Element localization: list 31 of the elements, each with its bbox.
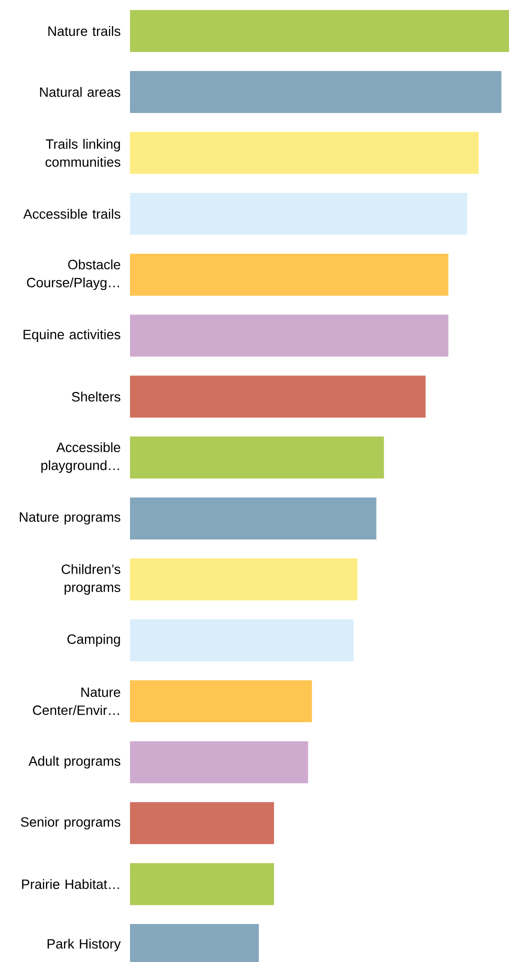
bar <box>130 192 468 235</box>
y-tick-label: Accessible trails <box>23 208 120 219</box>
y-tick-label: Senior programs <box>20 816 120 830</box>
bar <box>130 680 312 722</box>
y-tick-label: Nature trails <box>48 26 120 36</box>
y-tick-label: Children’s programs <box>62 564 120 595</box>
bar <box>130 70 502 113</box>
y-tick-label: Nature programs <box>20 512 120 525</box>
bar <box>130 802 274 844</box>
bar <box>130 863 274 906</box>
y-tick-label: Nature Center/Envir… <box>32 688 120 715</box>
y-tick-label: Prairie Habitat… <box>22 879 119 890</box>
bar <box>130 314 448 357</box>
bar <box>130 376 426 418</box>
y-tick-label: Shelters <box>72 392 120 402</box>
y-tick-label: Accessible playground… <box>41 442 120 473</box>
bar <box>130 254 448 296</box>
bar <box>130 558 358 600</box>
y-tick-label: Camping <box>67 634 120 647</box>
y-tick-label: Trails linking communities <box>46 138 120 167</box>
y-tick-label: Obstacle Course/Playg… <box>26 259 120 290</box>
y-tick-label: Adult programs <box>28 756 120 768</box>
y-tick-label: Park History <box>48 938 121 952</box>
y-tick-label: Equine activities <box>24 329 120 342</box>
bar <box>130 132 479 174</box>
bar <box>130 497 376 540</box>
y-tick-label: Natural areas <box>40 86 120 97</box>
bar <box>130 619 354 662</box>
bar <box>130 436 384 479</box>
bar <box>130 741 308 784</box>
bar <box>130 10 509 52</box>
